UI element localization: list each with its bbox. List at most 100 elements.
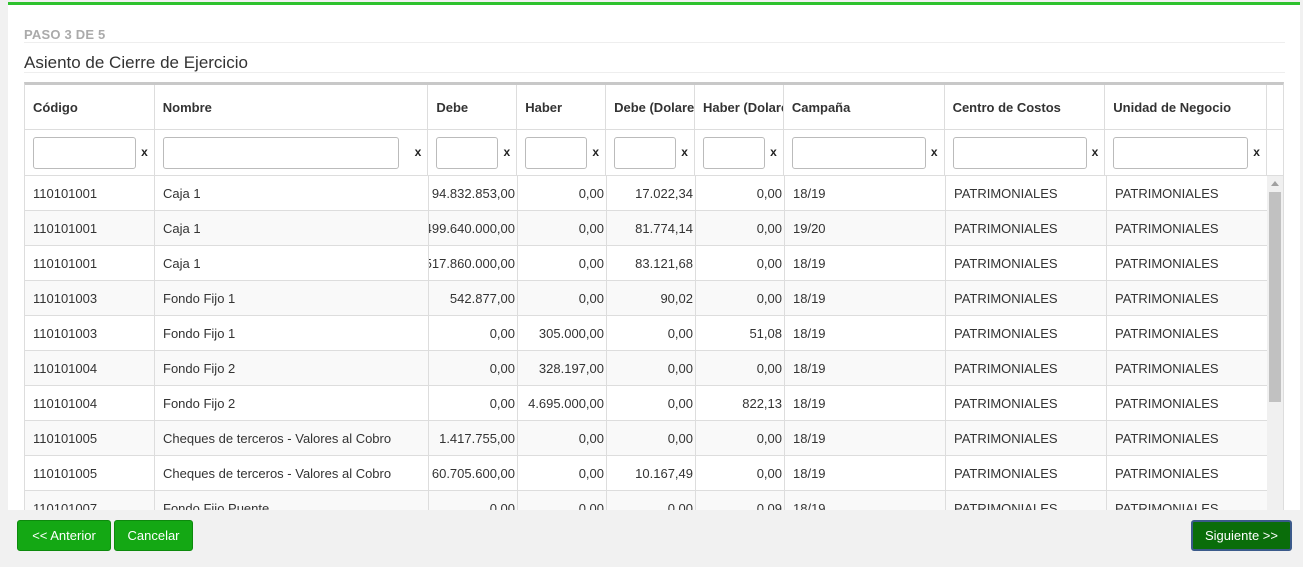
step-indicator: PASO 3 DE 5 [24, 27, 106, 42]
next-button[interactable]: Siguiente >> [1191, 520, 1292, 551]
column-header-debe-dolares[interactable]: Debe (Dolares) [606, 85, 695, 129]
filter-input-haber-dolares[interactable] [702, 136, 765, 169]
cell-unidad: PATRIMONIALES [1107, 456, 1269, 490]
filter-input-codigo[interactable] [33, 136, 136, 169]
cell-codigo: 110101001 [25, 211, 155, 245]
cell-campana: 18/19 [785, 491, 946, 513]
table-row[interactable]: 110101005 Cheques de terceros - Valores a… [25, 456, 1283, 491]
table-row[interactable]: 110101004 Fondo Fijo 2 0,00 4.695.000,00 0,0… [25, 386, 1283, 421]
cancel-button[interactable]: Cancelar [114, 520, 193, 551]
cell-codigo: 110101004 [25, 386, 155, 420]
column-header-debe[interactable]: Debe [428, 85, 518, 129]
wizard-panel: PASO 3 DE 5 Asiento de Cierre de Ejercic… [8, 2, 1300, 513]
filter-cell-debe-dolares: x [606, 130, 695, 175]
table-row[interactable]: 110101004 Fondo Fijo 2 0,00 328.197,00 0,00 0… [25, 351, 1283, 386]
scrollbar-thumb[interactable] [1269, 192, 1281, 402]
clear-filter-debe-button[interactable]: x [503, 145, 511, 159]
cell-campana: 18/19 [785, 281, 946, 315]
cell-centro: PATRIMONIALES [946, 176, 1107, 210]
cell-nombre: Caja 1 [155, 176, 429, 210]
cell-centro: PATRIMONIALES [946, 281, 1107, 315]
scroll-up-icon[interactable] [1271, 181, 1279, 186]
cell-debe-usd: 10.167,49 [607, 456, 696, 490]
filter-input-unidad-negocio[interactable] [1113, 136, 1249, 169]
cell-debe: 542.877,00 [429, 281, 518, 315]
previous-button[interactable]: << Anterior [17, 520, 111, 551]
cell-debe-usd: 0,00 [607, 491, 696, 513]
title-divider [24, 72, 1285, 73]
cell-debe: 499.640.000,00 [429, 211, 518, 245]
column-header-unidad-negocio[interactable]: Unidad de Negocio [1105, 85, 1268, 129]
column-header-haber-dolares[interactable]: Haber (Dolares) [695, 85, 784, 129]
cell-nombre: Fondo Fijo 1 [155, 281, 429, 315]
column-header-campana[interactable]: Campaña [784, 85, 945, 129]
cell-codigo: 110101001 [25, 176, 155, 210]
table-row[interactable]: 110101001 Caja 1 94.832.853,00 0,00 17.022,3… [25, 176, 1283, 211]
cell-nombre: Caja 1 [155, 211, 429, 245]
cell-nombre: Fondo Fijo 1 [155, 316, 429, 350]
column-header-nombre[interactable]: Nombre [155, 85, 429, 129]
cell-nombre: Fondo Fijo 2 [155, 351, 429, 385]
table-row[interactable]: 110101001 Caja 1 517.860.000,00 0,00 83.121,… [25, 246, 1283, 281]
cell-debe: 517.860.000,00 [429, 246, 518, 280]
filter-input-debe-dolares[interactable] [614, 136, 677, 169]
cell-campana: 18/19 [785, 316, 946, 350]
filter-input-debe[interactable] [436, 136, 499, 169]
cell-haber: 328.197,00 [518, 351, 607, 385]
cell-haber-usd: 0,09 [696, 491, 785, 513]
clear-filter-unidad-negocio-button[interactable]: x [1253, 145, 1260, 159]
cell-unidad: PATRIMONIALES [1107, 351, 1269, 385]
grid-header: Código Nombre Debe Haber Debe (Dolares) … [25, 85, 1283, 130]
cell-unidad: PATRIMONIALES [1107, 421, 1269, 455]
cell-unidad: PATRIMONIALES [1107, 176, 1269, 210]
filter-cell-centro-costos: x [945, 130, 1106, 175]
cell-unidad: PATRIMONIALES [1107, 211, 1269, 245]
cell-haber-usd: 51,08 [696, 316, 785, 350]
clear-filter-haber-button[interactable]: x [592, 145, 600, 159]
cell-codigo: 110101007 [25, 491, 155, 513]
cell-haber-usd: 822,13 [696, 386, 785, 420]
clear-filter-codigo-button[interactable]: x [141, 145, 148, 159]
table-row[interactable]: 110101003 Fondo Fijo 1 0,00 305.000,00 0,00 5… [25, 316, 1283, 351]
cell-codigo: 110101003 [25, 316, 155, 350]
clear-filter-debe-dolares-button[interactable]: x [681, 145, 688, 159]
table-row[interactable]: 110101001 Caja 1 499.640.000,00 0,00 81.774,… [25, 211, 1283, 246]
cell-codigo: 110101005 [25, 421, 155, 455]
cell-haber: 0,00 [518, 246, 607, 280]
clear-filter-haber-dolares-button[interactable]: x [770, 145, 777, 159]
cell-debe-usd: 81.774,14 [607, 211, 696, 245]
filter-input-campana[interactable] [791, 136, 926, 169]
column-header-codigo[interactable]: Código [25, 85, 155, 129]
filter-input-centro-costos[interactable] [952, 136, 1087, 169]
table-row[interactable]: 110101003 Fondo Fijo 1 542.877,00 0,00 90,02… [25, 281, 1283, 316]
page-title: Asiento de Cierre de Ejercicio [24, 53, 248, 72]
cell-haber-usd: 0,00 [696, 281, 785, 315]
cell-campana: 18/19 [785, 456, 946, 490]
cell-codigo: 110101004 [25, 351, 155, 385]
cell-haber-usd: 0,00 [696, 351, 785, 385]
filter-cell-codigo: x [25, 130, 155, 175]
cell-codigo: 110101001 [25, 246, 155, 280]
column-header-haber[interactable]: Haber [517, 85, 607, 129]
filter-input-nombre[interactable] [162, 136, 399, 169]
cell-debe: 0,00 [429, 316, 518, 350]
vertical-scrollbar[interactable] [1267, 176, 1283, 513]
cell-centro: PATRIMONIALES [946, 211, 1107, 245]
cell-unidad: PATRIMONIALES [1107, 281, 1269, 315]
table-row[interactable]: 110101007 Fondo Fijo Puente 0,00 0,00 0,00 0,… [25, 491, 1283, 513]
cell-unidad: PATRIMONIALES [1107, 386, 1269, 420]
column-header-centro-costos[interactable]: Centro de Costos [945, 85, 1106, 129]
cell-haber: 305.000,00 [518, 316, 607, 350]
grid-rows: 110101001 Caja 1 94.832.853,00 0,00 17.022,3… [25, 176, 1283, 513]
cell-haber: 0,00 [518, 176, 607, 210]
clear-filter-centro-costos-button[interactable]: x [1091, 145, 1099, 159]
filter-input-haber[interactable] [525, 136, 588, 169]
table-row[interactable]: 110101005 Cheques de terceros - Valores a… [25, 421, 1283, 456]
filter-cell-nombre: x [155, 130, 429, 175]
clear-filter-campana-button[interactable]: x [930, 145, 938, 159]
clear-filter-nombre-button[interactable]: x [414, 145, 422, 159]
cell-nombre: Caja 1 [155, 246, 429, 280]
cell-haber-usd: 0,00 [696, 456, 785, 490]
cell-debe: 0,00 [429, 491, 518, 513]
filter-scroll-gap [1267, 130, 1283, 175]
